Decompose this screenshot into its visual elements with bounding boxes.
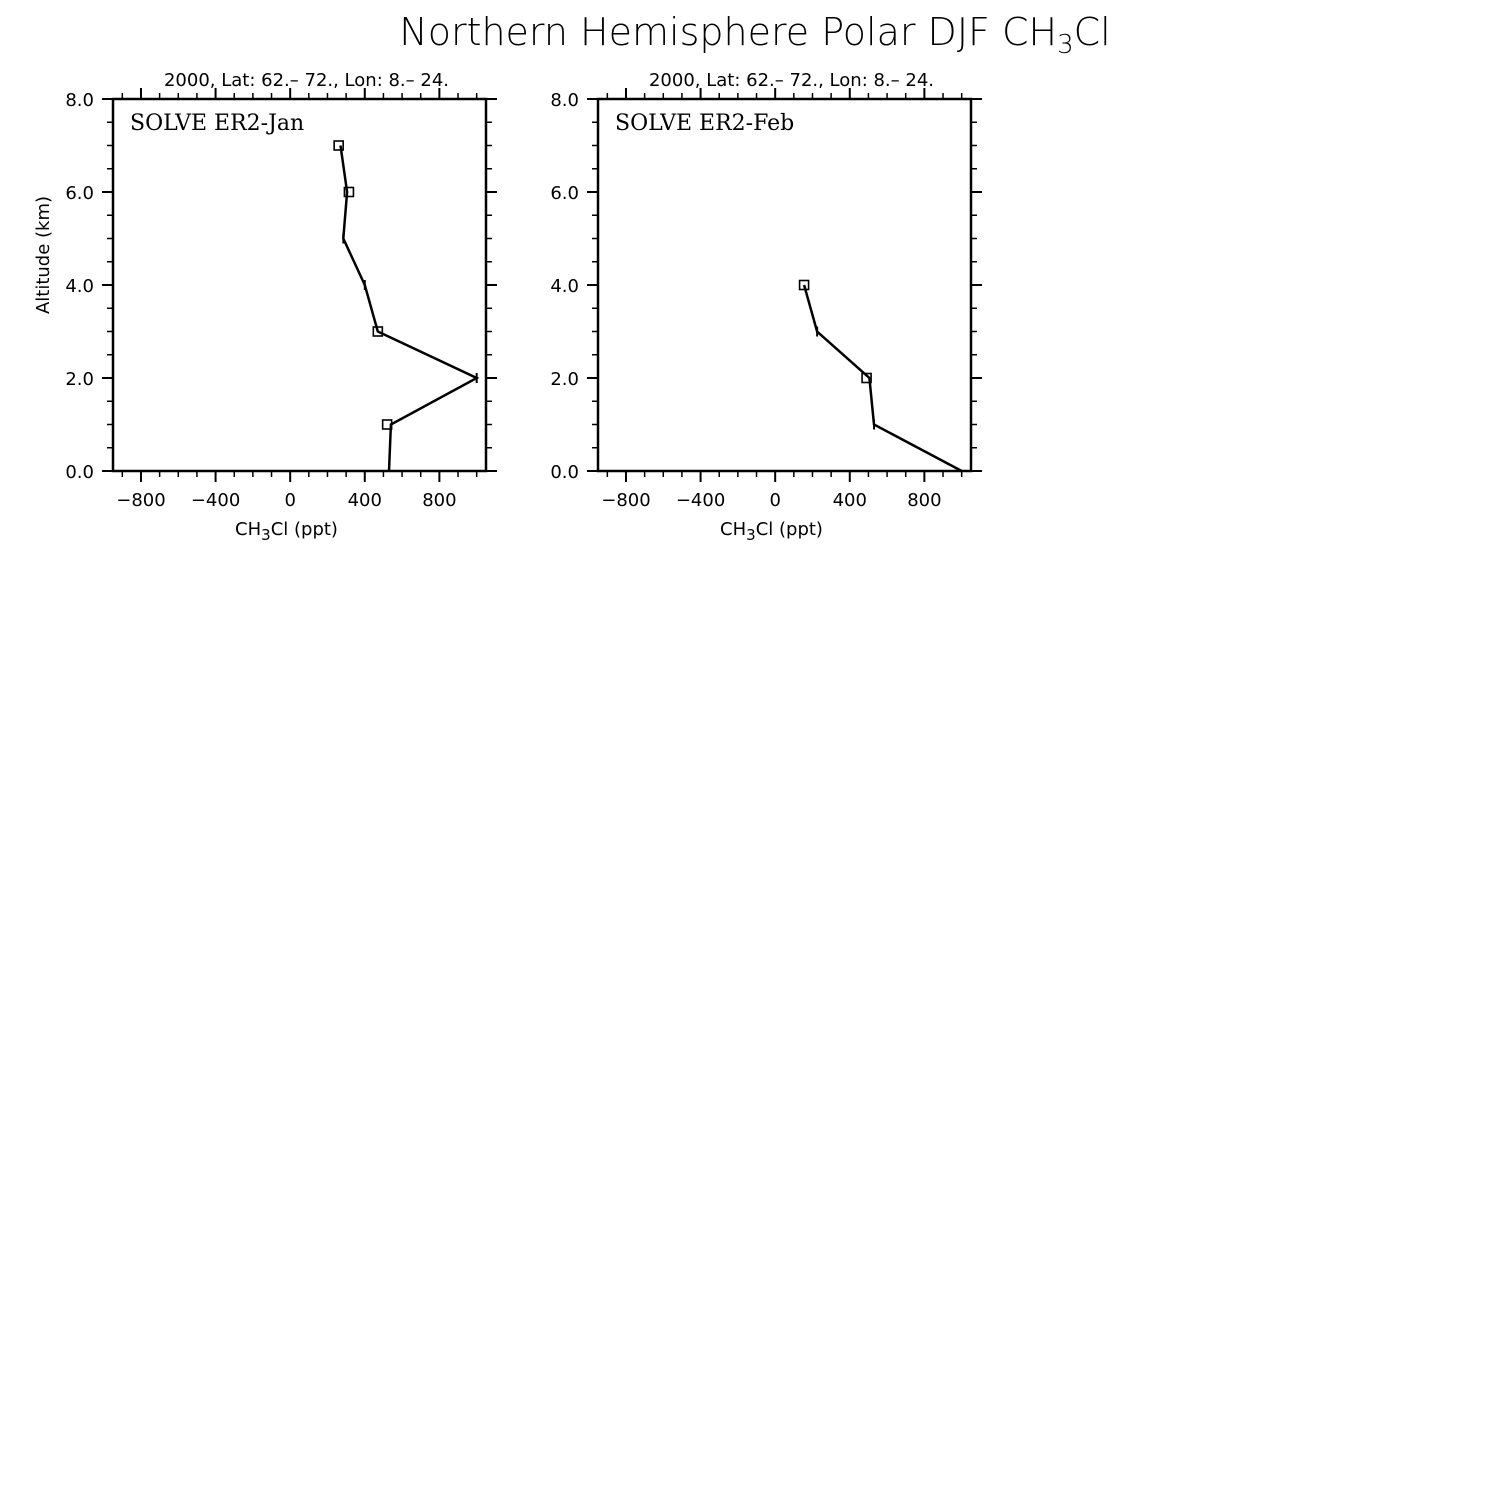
panel-top-label: 2000, Lat: 62.– 72., Lon: 8.– 24. xyxy=(649,70,934,91)
x-axis-label-suffix: Cl (ppt) xyxy=(756,519,823,540)
y-tick-label: 2.0 xyxy=(550,369,579,390)
x-axis-label-subscript: 3 xyxy=(746,526,756,544)
y-tick-label: 4.0 xyxy=(550,276,579,297)
x-tick-label: −800 xyxy=(601,490,650,511)
x-axis-label-prefix: CH xyxy=(235,519,261,540)
y-tick-label: 4.0 xyxy=(65,276,94,297)
x-tick-label: −400 xyxy=(191,490,240,511)
y-tick-label: 2.0 xyxy=(65,369,94,390)
y-tick-label: 6.0 xyxy=(65,183,94,204)
data-marker-square xyxy=(861,372,872,384)
figure-title-suffix: Cl xyxy=(1074,10,1111,54)
x-tick-label: 400 xyxy=(833,490,867,511)
y-axis-label: Altitude (km) xyxy=(33,196,54,314)
y-tick-label: 8.0 xyxy=(550,90,579,111)
x-tick-label: 800 xyxy=(907,490,941,511)
x-tick-label: −400 xyxy=(676,490,725,511)
figure-title: Northern Hemisphere Polar DJF CH3Cl xyxy=(399,10,1110,60)
x-tick-label: 0 xyxy=(284,490,295,511)
panel-label: SOLVE ER2-Feb xyxy=(615,111,794,136)
figure-title-prefix: Northern Hemisphere Polar DJF CH xyxy=(399,10,1057,54)
chart-panel-1: −800 −400 0 400 800 0.0 2.0 4.0 6.0 8.0 2000, Lat:… xyxy=(33,70,497,544)
figure-title-subscript: 3 xyxy=(1057,30,1074,60)
y-tick-label: 0.0 xyxy=(550,462,579,483)
x-tick-label: 800 xyxy=(422,490,456,511)
x-axis-label-suffix: Cl (ppt) xyxy=(271,519,338,540)
chart-panel-2: −800 −400 0 400 800 0.0 2.0 4.0 6.0 8.0 2000, Lat:… xyxy=(550,70,982,544)
profile-line xyxy=(802,284,963,473)
data-marker-square xyxy=(333,140,344,151)
data-marker-square xyxy=(343,186,355,198)
data-marker-square xyxy=(381,419,393,430)
x-axis-label: CH3Cl (ppt) xyxy=(235,519,338,544)
x-tick-label: 0 xyxy=(769,490,780,511)
plot-frame xyxy=(596,97,973,473)
panel-label: SOLVE ER2-Jan xyxy=(130,111,304,136)
x-axis-label-prefix: CH xyxy=(720,519,746,540)
profile-line xyxy=(339,145,480,472)
x-axis-label: CH3Cl (ppt) xyxy=(720,519,823,544)
x-tick-label: 400 xyxy=(348,490,382,511)
data-marker-square xyxy=(372,326,384,337)
y-tick-label: 0.0 xyxy=(65,462,94,483)
x-axis-label-subscript: 3 xyxy=(261,526,271,544)
data-marker-square xyxy=(798,279,810,291)
x-tick-label: −800 xyxy=(116,490,165,511)
plot-frame xyxy=(111,97,488,473)
y-tick-label: 8.0 xyxy=(65,90,94,111)
chart-panels: −800 −400 0 400 800 0.0 2.0 4.0 6.0 8.0 2000, Lat:… xyxy=(33,70,982,544)
panel-top-label: 2000, Lat: 62.– 72., Lon: 8.– 24. xyxy=(164,70,449,91)
y-tick-label: 6.0 xyxy=(550,183,579,204)
